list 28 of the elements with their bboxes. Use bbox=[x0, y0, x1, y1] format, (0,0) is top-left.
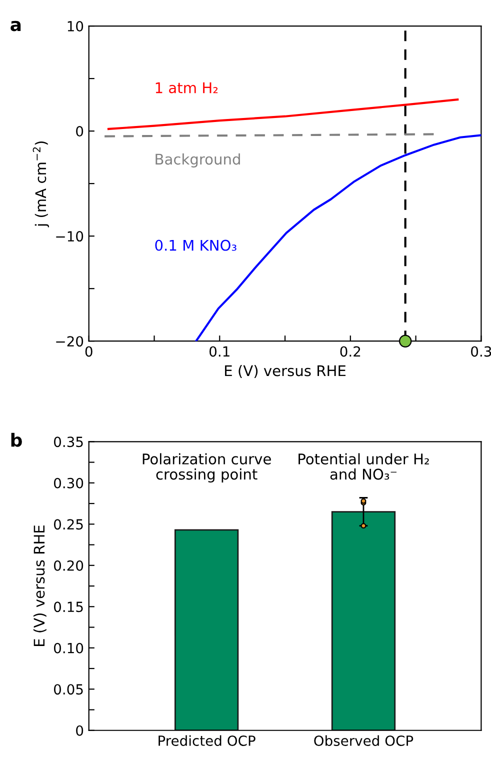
y-tick-label: −10 bbox=[56, 231, 84, 242]
y-tick-label: 0.30 bbox=[54, 478, 84, 488]
annotation: Polarization curve crossing point bbox=[142, 453, 271, 483]
y-axis-title: j (mA cm$^{−2}$) bbox=[32, 142, 49, 228]
x-tick-label: Observed OCP bbox=[314, 735, 414, 746]
series-label: Background bbox=[156, 153, 240, 168]
chart-title: a bbox=[10, 20, 21, 32]
series-label: 0.1 M KNO₃ bbox=[155, 240, 236, 251]
y-axis-title: E (V) versus RHE bbox=[33, 526, 46, 646]
x-tick-label: 0.3 bbox=[471, 346, 491, 357]
y-tick-label: 0 bbox=[76, 725, 84, 736]
y-tick-label: 0.20 bbox=[54, 560, 84, 571]
y-tick-label: −20 bbox=[56, 336, 84, 347]
y-tick-label: 0.35 bbox=[54, 436, 83, 448]
y-tick-label: 0.25 bbox=[54, 519, 83, 530]
y-tick-label: 10 bbox=[68, 21, 84, 32]
y-tick-label: 0.10 bbox=[54, 642, 84, 654]
series-label: 1 atm H₂ bbox=[156, 82, 218, 94]
x-tick-label: 0.2 bbox=[340, 346, 360, 357]
x-tick-label: 0.1 bbox=[210, 346, 230, 357]
x-axis-title: E (V) versus RHE bbox=[225, 364, 346, 378]
y-tick-label: 0.15 bbox=[54, 602, 83, 612]
x-tick-label: Predicted OCP bbox=[158, 735, 256, 746]
x-tick-label: 0 bbox=[85, 346, 92, 357]
y-tick-label: 0.05 bbox=[54, 684, 83, 695]
chart-title: b bbox=[11, 432, 22, 447]
annotation: Potential under H₂ and NO₃⁻ bbox=[298, 453, 429, 480]
y-tick-label: 0 bbox=[76, 126, 84, 137]
